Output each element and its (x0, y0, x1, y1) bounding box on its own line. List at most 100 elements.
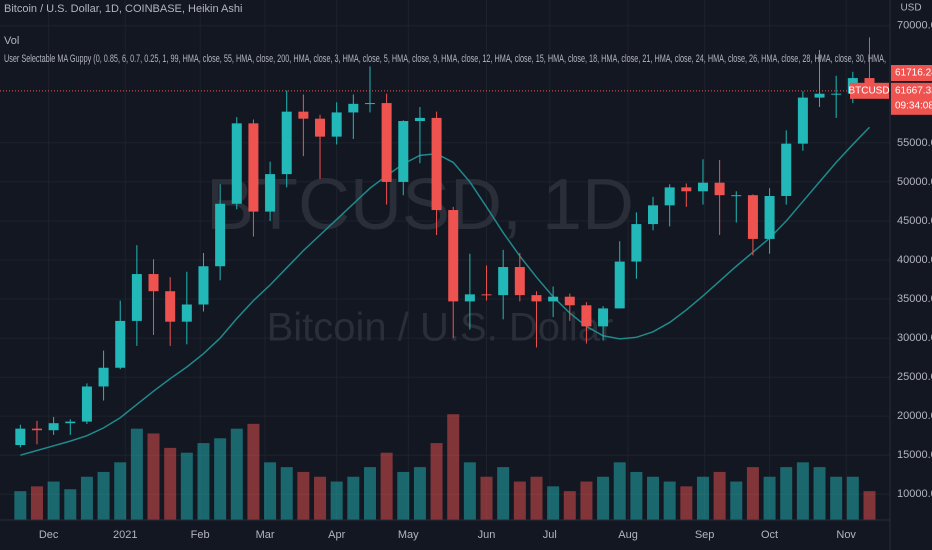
volume-bar (230, 428, 243, 520)
candle-body (298, 111, 309, 119)
volume-bar (513, 481, 526, 520)
x-tick-label: Apr (328, 529, 345, 541)
volume-bar (14, 491, 27, 520)
x-tick-label: Aug (618, 529, 638, 541)
volume-bar (447, 414, 460, 520)
y-tick-label: 35000.00 (897, 293, 932, 305)
last-price: 61667.33 (895, 85, 932, 96)
candle-body (664, 187, 675, 206)
candle-body (831, 93, 842, 95)
volume-bar (363, 467, 376, 520)
y-tick-label: 20000.00 (897, 410, 932, 422)
y-tick-label: 30000.00 (897, 332, 932, 344)
candle-body (631, 224, 642, 262)
candle-body (131, 274, 142, 321)
candle-body (364, 103, 375, 105)
volume-bar (663, 481, 676, 520)
candle-body (398, 121, 409, 182)
volume-bar (696, 476, 709, 520)
volume-bar (264, 462, 277, 520)
candle-body (548, 296, 559, 302)
candle-body (81, 386, 92, 422)
x-tick-label: Sep (695, 529, 715, 541)
volume-bar (613, 462, 626, 520)
x-tick-label: Mar (256, 529, 275, 541)
candle-body (781, 143, 792, 196)
y-tick-label: 15000.00 (897, 449, 932, 461)
volume-bar (763, 476, 776, 520)
candle-body (315, 118, 326, 137)
candle-body (797, 97, 808, 144)
volume-bar (114, 462, 127, 520)
y-tick-label: 40000.00 (897, 254, 932, 266)
volume-bar (197, 443, 210, 520)
candle-body (148, 274, 159, 292)
volume-bar (530, 476, 543, 520)
volume-bar (80, 476, 93, 520)
volume-bar (314, 476, 327, 520)
plot (0, 37, 890, 520)
candle-body (764, 195, 775, 239)
candle-body (531, 295, 542, 302)
volume-bar (580, 481, 593, 520)
chart-title: Bitcoin / U.S. Dollar, 1D, COINBASE, Hei… (4, 3, 242, 15)
volume-bar (796, 462, 809, 520)
candle-body (747, 195, 758, 239)
volume-bar (597, 476, 610, 520)
currency: USD (900, 3, 921, 14)
candle-body (48, 423, 59, 431)
volume-bar (846, 476, 859, 520)
watermark-name: Bitcoin / U.S. Dollar (267, 306, 614, 350)
indicator-label: Vol (4, 35, 19, 47)
price-axis: 10000.00 15000.00 20000.00 25000.00 30000.00… (39, 20, 932, 541)
candle-body (681, 187, 692, 192)
watermark-symbol: BTCUSD, 1D (206, 165, 634, 245)
x-tick-label: Dec (39, 529, 59, 541)
candle-body (381, 103, 392, 182)
x-tick-label: 2021 (113, 529, 137, 541)
volume-bar (413, 467, 426, 520)
volume-bar (180, 452, 193, 520)
candle-body (814, 93, 825, 98)
candle-body (248, 123, 259, 212)
candle-body (281, 111, 292, 175)
candle-body (448, 210, 459, 302)
volume-bar (647, 476, 660, 520)
x-tick-label: Jun (478, 529, 496, 541)
x-tick-label: Oct (761, 529, 778, 541)
volume-bar (497, 467, 510, 520)
volume-bar (214, 438, 227, 520)
y-tick-label: 50000.00 (897, 176, 932, 188)
price-label-bg (891, 82, 932, 115)
grid (0, 0, 890, 520)
volume-bar (380, 452, 393, 520)
candle-body (648, 205, 659, 225)
candle-body (265, 174, 276, 212)
candle-body (15, 428, 26, 446)
countdown: 09:34:08 (895, 100, 932, 111)
x-tick-label: May (398, 529, 419, 541)
volume-bar (713, 471, 726, 520)
candle-body (231, 123, 242, 204)
volume-bar (730, 481, 743, 520)
y-tick-label: 25000.00 (897, 371, 932, 383)
y-tick-label: 10000.00 (897, 488, 932, 500)
volume-bar (746, 467, 759, 520)
volume-bar (97, 471, 110, 520)
x-tick-label: Nov (836, 529, 856, 541)
candle-body (414, 117, 425, 122)
volume-bar (147, 433, 160, 520)
moving-average (20, 126, 871, 456)
x-tick-label: Feb (191, 529, 210, 541)
volume-bar (280, 467, 293, 520)
price-label-bg (891, 65, 932, 81)
volume-bar (830, 476, 843, 520)
volume-bar (397, 471, 410, 520)
candle-body (614, 261, 625, 309)
volume-bar (463, 462, 476, 520)
y-tick-label: 45000.00 (897, 215, 932, 227)
candle-body (198, 266, 209, 305)
volume-bar (630, 471, 643, 520)
